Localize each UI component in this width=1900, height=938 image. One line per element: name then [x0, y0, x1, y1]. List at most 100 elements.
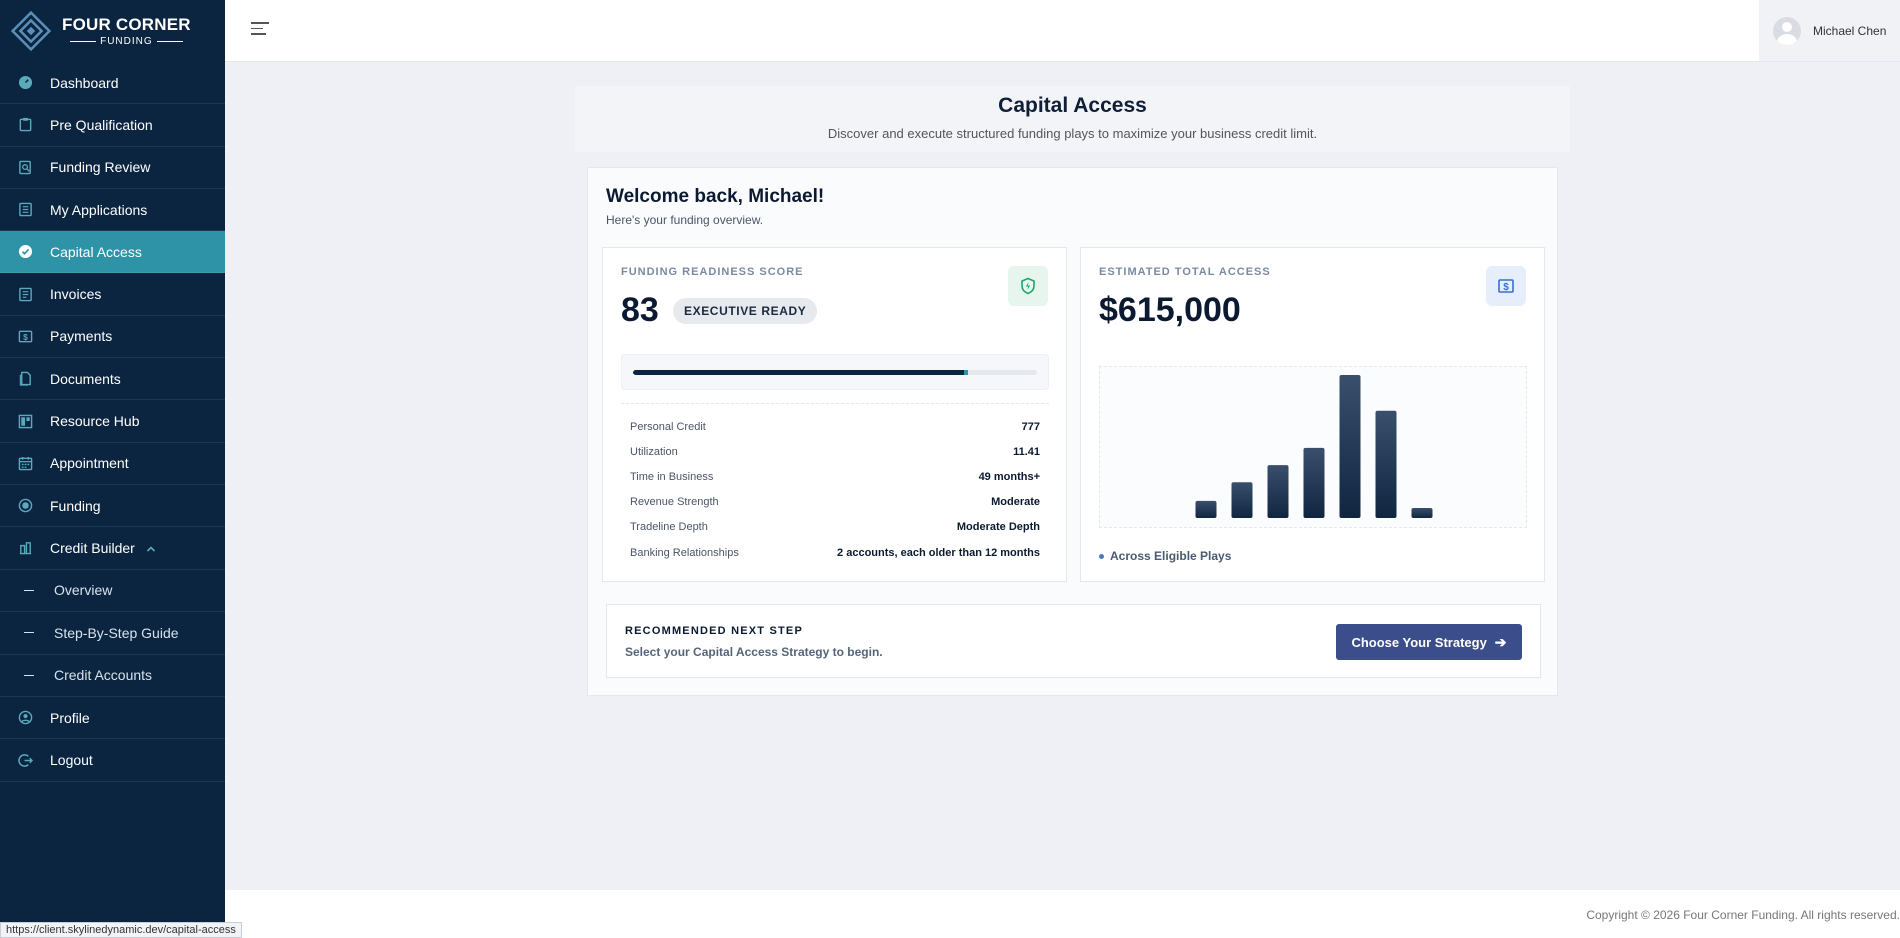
sidebar-subitem-credit-accounts[interactable]: Credit Accounts — [0, 655, 225, 698]
sidebar-nav: Dashboard Pre Qualification Funding Revi… — [0, 62, 225, 782]
logout-icon — [17, 752, 33, 768]
eligible-plays-chart — [1099, 366, 1527, 528]
sidebar-subitem-label: Overview — [54, 582, 113, 599]
sidebar-item-label: Payments — [50, 328, 113, 345]
sidebar-item-my-applications[interactable]: My Applications — [0, 189, 225, 232]
chart-bar — [1195, 500, 1217, 518]
status-bar-url: https://client.skylinedynamic.dev/capita… — [0, 922, 242, 938]
document-icon — [17, 371, 33, 387]
welcome-title: Welcome back, Michael! — [606, 186, 825, 207]
dash-icon — [24, 674, 34, 676]
sidebar-item-label: Logout — [50, 752, 93, 768]
legend-dot-icon — [1099, 553, 1104, 559]
diamond-logo-icon — [8, 8, 54, 54]
sidebar-item-label: Resource Hub — [50, 413, 140, 430]
sidebar-subitem-step-by-step-guide[interactable]: Step-By-Step Guide — [0, 612, 225, 655]
bar-chart — [1195, 375, 1433, 518]
svg-text:$: $ — [23, 332, 28, 342]
sidebar-item-documents[interactable]: Documents — [0, 358, 225, 401]
sidebar-item-label: Appointment — [50, 455, 129, 472]
total-access-label: ESTIMATED TOTAL ACCESS — [1099, 266, 1271, 278]
page-title: Capital Access — [998, 94, 1147, 117]
progress-fill — [633, 370, 969, 375]
sidebar-item-label: Credit Builder — [50, 539, 135, 556]
sidebar-item-payments[interactable]: $ Payments — [0, 316, 225, 359]
invoice-icon — [17, 286, 33, 302]
next-step-subtitle: Select your Capital Access Strategy to b… — [625, 645, 883, 659]
sidebar: FOUR CORNER FUNDING Dashboard Pre Qualif… — [0, 0, 225, 938]
progress-track — [633, 370, 1037, 375]
welcome-subtitle: Here's your funding overview. — [606, 213, 764, 227]
sidebar-item-label: Pre Qualification — [50, 116, 153, 133]
sidebar-item-appointment[interactable]: Appointment — [0, 443, 225, 485]
menu-toggle-icon[interactable] — [251, 22, 269, 38]
metric-value: 777 — [1021, 420, 1040, 433]
chart-bar — [1411, 507, 1433, 518]
page-subtitle: Discover and execute structured funding … — [827, 126, 1318, 141]
metric-value: 11.41 — [1013, 445, 1040, 458]
sidebar-item-credit-builder[interactable]: Credit Builder — [0, 527, 225, 570]
sidebar-item-profile[interactable]: Profile — [0, 697, 225, 740]
dash-icon — [24, 589, 34, 591]
overview-card: Welcome back, Michael! Here's your fundi… — [587, 167, 1558, 696]
readiness-panel: FUNDING READINESS SCORE 83 EXECUTIVE REA… — [602, 247, 1067, 582]
check-circle-icon — [17, 244, 33, 260]
brand-sub: FUNDING — [62, 36, 191, 47]
chart-bar — [1339, 375, 1361, 518]
gauge-icon — [17, 75, 33, 91]
sidebar-item-label: Funding Review — [50, 159, 151, 176]
metric-value: Moderate — [991, 496, 1040, 509]
page-header: Capital Access Discover and execute stru… — [575, 86, 1570, 152]
dollar-bill-icon: $ — [1486, 266, 1526, 306]
list-icon — [17, 202, 33, 218]
total-access-value: $615,000 — [1099, 291, 1241, 329]
sidebar-item-invoices[interactable]: Invoices — [0, 273, 225, 316]
metric-key: Banking Relationships — [630, 546, 739, 559]
metric-key: Revenue Strength — [630, 496, 719, 509]
sidebar-item-label: My Applications — [50, 201, 148, 218]
chevron-up-icon[interactable] — [145, 542, 157, 554]
calendar-icon — [17, 455, 33, 471]
document-search-icon — [17, 159, 33, 175]
sidebar-item-capital-access[interactable]: Capital Access — [0, 231, 225, 274]
metric-key: Tradeline Depth — [630, 521, 708, 534]
sidebar-item-resource-hub[interactable]: Resource Hub — [0, 400, 225, 443]
readiness-metrics: Personal Credit 777 Utilization 11.41 Time… — [621, 403, 1049, 565]
sidebar-item-pre-qualification[interactable]: Pre Qualification — [0, 104, 225, 147]
sidebar-subitem-label: Credit Accounts — [54, 667, 153, 684]
metric-row: Banking Relationships 2 accounts, each ol… — [621, 540, 1049, 565]
chart-bar — [1303, 447, 1325, 518]
chart-legend: Across Eligible Plays — [1099, 549, 1231, 563]
sidebar-item-label: Dashboard — [50, 74, 119, 91]
sidebar-item-funding[interactable]: Funding — [0, 485, 225, 528]
copyright: Copyright © 2026 Four Corner Funding. Al… — [1586, 908, 1900, 922]
dollar-icon: $ — [17, 328, 33, 344]
sidebar-subitem-overview[interactable]: Overview — [0, 570, 225, 613]
next-step-label: RECOMMENDED NEXT STEP — [625, 625, 803, 637]
metric-row: Time in Business 49 months+ — [621, 464, 1049, 489]
topbar: Michael Chen — [225, 0, 1900, 62]
grid-icon — [17, 413, 33, 429]
metric-key: Personal Credit — [630, 420, 706, 433]
sidebar-item-label: Capital Access — [50, 243, 142, 260]
sidebar-item-label: Profile — [50, 709, 90, 726]
next-step-panel: RECOMMENDED NEXT STEP Select your Capita… — [606, 604, 1541, 678]
shield-bolt-icon — [1008, 266, 1048, 306]
user-menu[interactable]: Michael Chen — [1759, 0, 1900, 61]
brand-name: FOUR CORNER — [62, 14, 191, 34]
brand-logo[interactable]: FOUR CORNER FUNDING — [0, 0, 225, 62]
readiness-label: FUNDING READINESS SCORE — [621, 266, 804, 278]
sidebar-item-funding-review[interactable]: Funding Review — [0, 147, 225, 189]
sidebar-item-logout[interactable]: Logout — [0, 739, 225, 782]
svg-text:$: $ — [1503, 282, 1509, 293]
metric-row: Revenue Strength Moderate — [621, 490, 1049, 515]
total-access-panel: ESTIMATED TOTAL ACCESS $ $615,000 Across… — [1080, 247, 1545, 582]
metric-value: 49 months+ — [978, 470, 1040, 483]
clipboard-icon — [17, 117, 33, 133]
metric-value: Moderate Depth — [956, 521, 1040, 534]
arrow-right-icon: ➔ — [1494, 633, 1507, 650]
sidebar-item-label: Invoices — [50, 286, 102, 303]
choose-strategy-button[interactable]: Choose Your Strategy ➔ — [1336, 624, 1522, 660]
sidebar-item-dashboard[interactable]: Dashboard — [0, 62, 225, 105]
metric-row: Tradeline Depth Moderate Depth — [621, 515, 1049, 540]
